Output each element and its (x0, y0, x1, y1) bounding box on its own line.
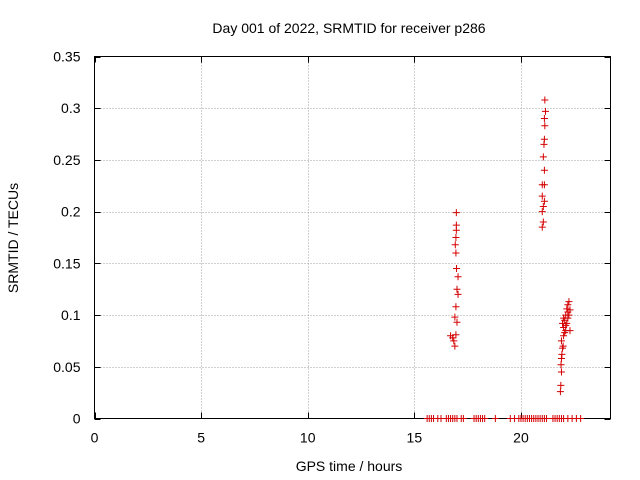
y-tick-label: 0.15 (53, 255, 80, 271)
data-point (563, 305, 571, 313)
data-point (565, 298, 573, 306)
y-axis-label: SRMTID / TECUs (5, 183, 21, 293)
data-point (452, 249, 460, 257)
y-tick-label: 0.2 (61, 204, 81, 220)
y-tick-labels: 0 0.05 0.1 0.15 0.2 0.25 0.3 0.35 (53, 49, 80, 427)
data-point (539, 153, 547, 161)
data-point (556, 388, 564, 396)
plot-frame (94, 56, 611, 419)
data-point (564, 301, 572, 309)
x-axis-label: GPS time / hours (296, 458, 403, 474)
data-point (566, 306, 574, 314)
data-point (560, 332, 568, 340)
data-point (560, 314, 568, 322)
data-point (452, 209, 460, 217)
data-point (565, 311, 573, 319)
data-point (491, 415, 499, 422)
data-point (453, 285, 461, 293)
data-point (540, 135, 548, 143)
data-point (538, 208, 546, 216)
data-point (540, 115, 548, 123)
data-point (557, 361, 565, 369)
data-point (541, 122, 549, 130)
data-points (423, 96, 585, 422)
x-tick-label: 15 (407, 430, 423, 446)
data-point (541, 96, 549, 104)
data-point (540, 197, 548, 205)
data-point (451, 342, 459, 350)
data-point (454, 273, 462, 281)
data-point (557, 368, 565, 376)
y-tick-label: 0.25 (53, 152, 80, 168)
x-tick-labels: 0 5 10 15 20 (91, 430, 529, 446)
y-tick-label: 0.3 (61, 100, 81, 116)
data-point (538, 192, 546, 200)
data-point (540, 166, 548, 174)
x-tick-label: 5 (197, 430, 205, 446)
data-point (452, 234, 460, 241)
x-tick-label: 20 (513, 430, 529, 446)
data-point (559, 342, 567, 350)
data-point (538, 223, 546, 231)
data-point (450, 337, 458, 345)
grid-lines (94, 56, 611, 419)
data-point (451, 313, 459, 321)
data-point (557, 337, 565, 345)
data-point (452, 221, 460, 229)
data-point (566, 327, 574, 335)
chart-title: Day 001 of 2022, SRMTID for receiver p28… (212, 20, 485, 36)
x-tick-label: 10 (300, 430, 316, 446)
data-point (453, 265, 461, 273)
data-point (453, 318, 461, 326)
data-point (481, 415, 489, 422)
data-point (577, 415, 585, 422)
data-point (543, 415, 551, 422)
data-point (451, 241, 459, 249)
x-tick-label: 0 (91, 430, 99, 446)
data-point (539, 218, 547, 226)
y-tick-label: 0.05 (53, 359, 80, 375)
data-point (452, 331, 460, 339)
data-point (454, 290, 462, 298)
y-tick-label: 0.35 (53, 49, 80, 65)
data-point (452, 303, 460, 311)
data-point (559, 319, 567, 327)
data-point (541, 107, 549, 115)
data-point (459, 415, 467, 422)
y-tick-label: 0.1 (61, 307, 81, 323)
y-tick-label: 0 (73, 411, 81, 427)
data-point (540, 181, 548, 189)
data-point (557, 381, 565, 389)
data-point (558, 350, 566, 358)
data-point (449, 334, 457, 342)
data-point (539, 202, 547, 210)
axis-ticks (94, 56, 611, 420)
